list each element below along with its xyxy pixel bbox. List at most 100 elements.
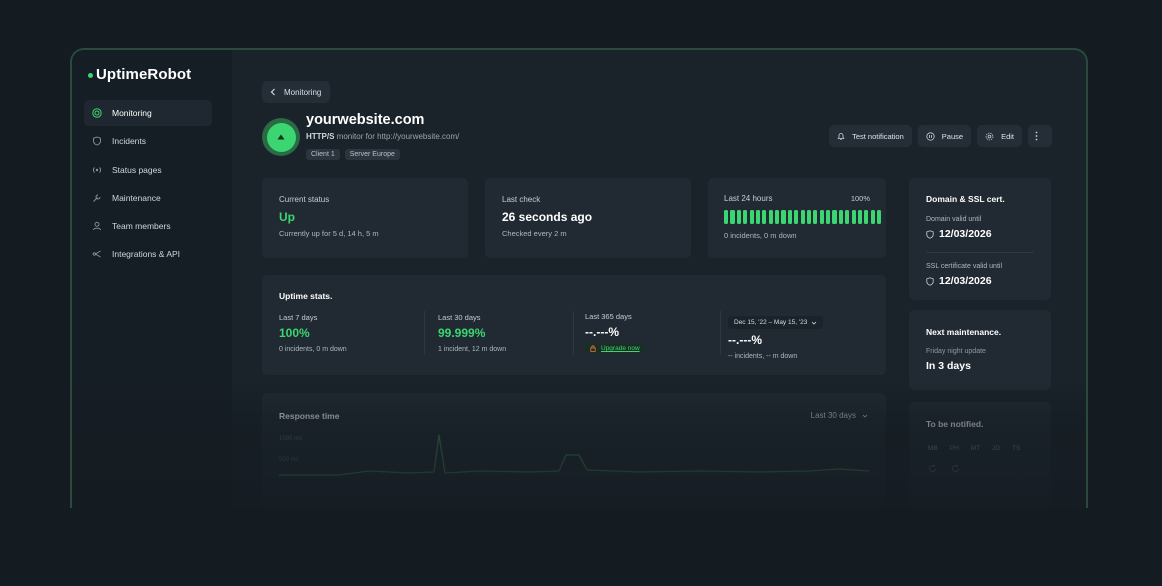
test-notification-button[interactable]: Test notification — [829, 125, 912, 147]
app-window: UptimeRobot Monitoring Incidents Status … — [70, 48, 1088, 508]
card-title: Response time — [279, 411, 340, 421]
stat-label: Last 30 days — [438, 313, 481, 322]
uptime-bar[interactable] — [724, 210, 729, 224]
uptime-bar[interactable] — [838, 210, 843, 224]
range-select-label: Last 30 days — [810, 411, 856, 420]
maintenance-card: Next maintenance. Friday night update In… — [909, 310, 1051, 390]
domain-label: Domain valid until — [926, 216, 982, 223]
sidebar-item-maintenance[interactable]: Maintenance — [84, 185, 212, 211]
uptime-bar[interactable] — [806, 210, 812, 224]
uptime-bar[interactable] — [768, 210, 773, 224]
uptime-bar[interactable] — [813, 210, 818, 224]
bell-icon — [837, 132, 845, 140]
stat-custom-range: Dec 15, '22 – May 15, '23 --.---% -- inc… — [728, 311, 824, 360]
uptime-bars — [724, 210, 882, 224]
avatar[interactable]: MB — [928, 445, 938, 452]
status-indicator — [262, 118, 300, 156]
tag-badge[interactable]: Client 1 — [306, 149, 340, 160]
brand-logo[interactable]: UptimeRobot — [88, 66, 191, 83]
chevron-left-icon — [270, 88, 275, 96]
stat-label: Last 365 days — [585, 312, 632, 321]
lock-icon — [590, 345, 596, 352]
card-title: Domain & SSL cert. — [926, 194, 1005, 204]
sidebar-item-monitoring[interactable]: Monitoring — [84, 100, 212, 126]
sidebar-item-label: Incidents — [112, 136, 147, 147]
divider — [926, 252, 1034, 253]
avatar[interactable]: TS — [1012, 445, 1021, 452]
uptime-bar[interactable] — [851, 210, 856, 224]
refresh-icon[interactable] — [951, 464, 960, 473]
uptime-bar[interactable] — [787, 210, 792, 224]
last-check-value: 26 seconds ago — [502, 210, 593, 224]
stat-value: --.---% — [728, 333, 762, 347]
chevron-down-icon — [812, 321, 817, 325]
uptime-bar[interactable] — [781, 210, 786, 224]
sidebar-item-integrations[interactable]: Integrations & API — [84, 241, 212, 267]
uptime-bar[interactable] — [826, 210, 831, 224]
header-actions: Test notification Pause Edit — [829, 125, 1052, 147]
ssl-value: 12/03/2026 — [939, 275, 992, 287]
status-up-icon — [266, 122, 296, 152]
last-24h-detail: 0 incidents, 0 m down — [724, 231, 797, 240]
gear-icon — [985, 132, 994, 140]
stat-value: 100% — [279, 326, 310, 340]
card-title: To be notified. — [926, 419, 984, 429]
uptime-bar[interactable] — [870, 210, 875, 224]
tag-list: Client 1 Server Europe — [306, 149, 400, 160]
status-value: Up — [279, 210, 295, 224]
uptime-bar[interactable] — [743, 210, 748, 224]
uptime-bar[interactable] — [832, 210, 837, 224]
divider — [424, 311, 425, 355]
uptime-bar[interactable] — [877, 210, 882, 224]
card-label: Current status — [279, 195, 330, 204]
uptime-bar[interactable] — [775, 210, 780, 224]
uptime-bar[interactable] — [857, 210, 863, 224]
domain-value: 12/03/2026 — [939, 228, 992, 240]
avatar[interactable]: JD — [992, 445, 1001, 452]
sidebar-item-status-pages[interactable]: Status pages — [84, 157, 212, 183]
pause-label: Pause — [941, 131, 964, 141]
uptime-bar[interactable] — [749, 210, 754, 224]
card-label: Last check — [502, 195, 541, 204]
monitor-url-text: monitor for http://yourwebsite.com/ — [334, 132, 460, 141]
uptime-bar[interactable] — [819, 210, 824, 224]
sidebar-item-incidents[interactable]: Incidents — [84, 128, 212, 154]
more-options-button[interactable] — [1028, 125, 1052, 147]
pause-button[interactable]: Pause — [917, 125, 972, 147]
upgrade-link[interactable]: Upgrade now — [585, 343, 645, 354]
monitor-subtitle: HTTP/S monitor for http://yourwebsite.co… — [306, 132, 459, 141]
edit-button[interactable]: Edit — [977, 125, 1022, 147]
test-notification-label: Test notification — [852, 131, 904, 141]
maintenance-label: Friday night update — [926, 348, 986, 355]
edit-label: Edit — [1001, 131, 1014, 141]
avatar[interactable]: PH — [949, 445, 959, 452]
domain-ssl-card: Domain & SSL cert. Domain valid until 12… — [909, 178, 1051, 300]
sidebar: UptimeRobot Monitoring Incidents Status … — [72, 50, 232, 508]
uptime-bar[interactable] — [762, 210, 767, 224]
notified-card: To be notified. MB PH MT JD TS — [909, 402, 1051, 508]
sidebar-item-team-members[interactable]: Team members — [84, 213, 212, 239]
avatar[interactable]: MT — [970, 445, 981, 452]
chevron-down-icon — [862, 414, 868, 418]
last-24h-card: Last 24 hours 100% 0 incidents, 0 m down — [708, 178, 886, 258]
main-content: Monitoring yourwebsite.com HTTP/S monito… — [232, 50, 1086, 508]
back-button[interactable]: Monitoring — [262, 81, 330, 103]
range-select[interactable]: Last 30 days — [811, 411, 868, 420]
ssl-row: 12/03/2026 — [926, 275, 992, 287]
uptime-bar[interactable] — [730, 210, 735, 224]
uptime-bar[interactable] — [800, 210, 805, 224]
uptime-bar[interactable] — [794, 210, 799, 224]
uptime-bar[interactable] — [755, 210, 761, 224]
date-range-select[interactable]: Dec 15, '22 – May 15, '23 — [728, 316, 824, 329]
divider — [573, 311, 574, 355]
monitor-protocol: HTTP/S — [306, 132, 335, 141]
stat-detail: 1 incident, 12 m down — [438, 346, 507, 353]
uptime-bar[interactable] — [845, 210, 850, 224]
shield-icon — [926, 276, 934, 286]
uptime-bar[interactable] — [864, 210, 869, 224]
refresh-icon[interactable] — [928, 464, 937, 473]
notified-icons — [928, 464, 960, 473]
tag-badge[interactable]: Server Europe — [344, 149, 400, 160]
uptime-bar[interactable] — [736, 210, 741, 224]
last-24h-percent: 100% — [850, 194, 870, 203]
